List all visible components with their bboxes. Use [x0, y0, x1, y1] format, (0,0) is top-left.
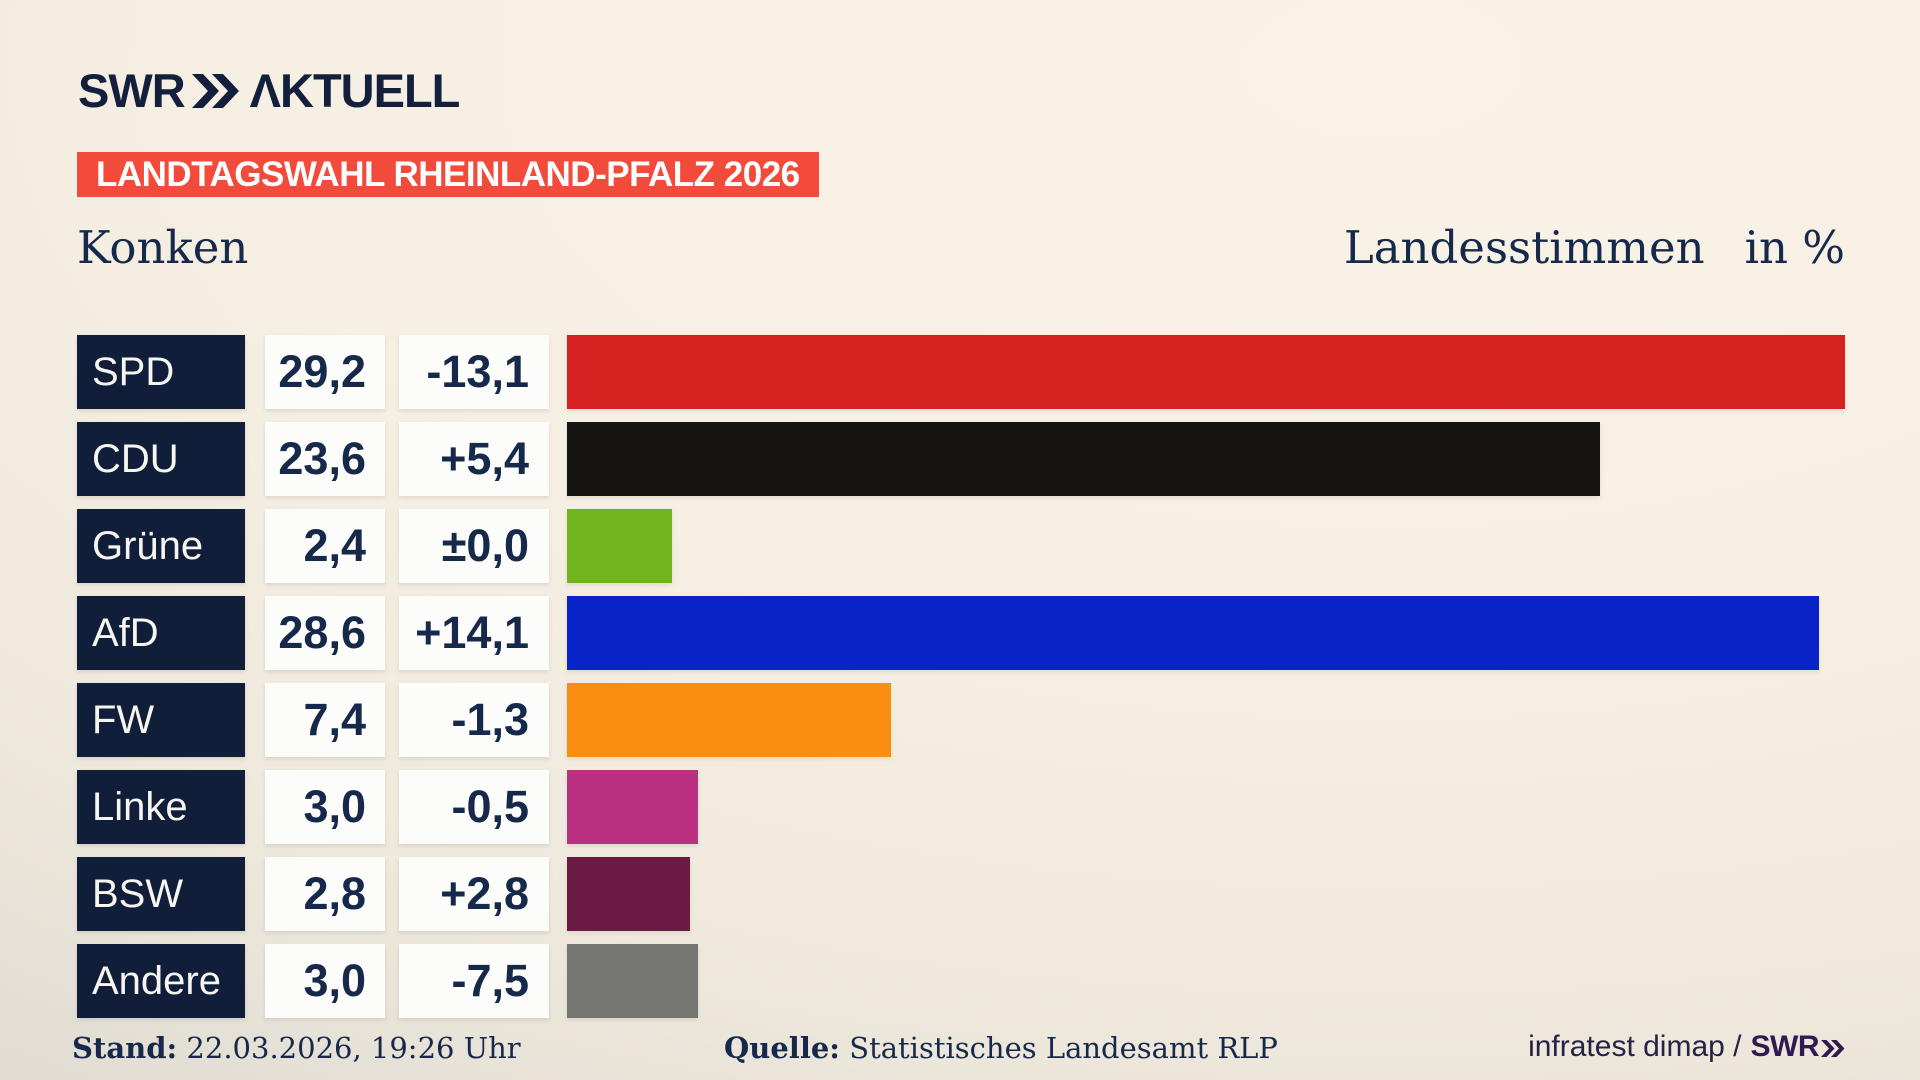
- party-name-box: BSW: [77, 857, 245, 931]
- result-row: Andere 3,0 -7,5: [77, 944, 1845, 1018]
- party-change-box: +5,4: [399, 422, 549, 496]
- party-change-box: +2,8: [399, 857, 549, 931]
- party-value-box: 3,0: [265, 944, 385, 1018]
- party-change-box: -0,5: [399, 770, 549, 844]
- bar-track: [567, 683, 1845, 757]
- party-name-box: CDU: [77, 422, 245, 496]
- party-result-bar: [567, 683, 891, 757]
- party-value-box: 2,4: [265, 509, 385, 583]
- result-row: Grüne 2,4 ±0,0: [77, 509, 1845, 583]
- logo-aktuell-text: ΛKTUELL: [249, 63, 461, 117]
- bar-track: [567, 335, 1845, 409]
- credit-double-chevron-icon: [1821, 1039, 1845, 1057]
- results-bar-chart: SPD 29,2 -13,1 CDU 23,6 +5,4 Grüne 2,4 ±0,0 AfD 28…: [77, 335, 1845, 1031]
- party-change-box: ±0,0: [399, 509, 549, 583]
- party-value-box: 23,6: [265, 422, 385, 496]
- party-change-box: -1,3: [399, 683, 549, 757]
- bar-track: [567, 857, 1845, 931]
- timestamp: Stand: 22.03.2026, 19:26 Uhr: [72, 1031, 521, 1065]
- party-change-box: -7,5: [399, 944, 549, 1018]
- result-row: FW 7,4 -1,3: [77, 683, 1845, 757]
- source: Quelle: Statistisches Landesamt RLP: [724, 1031, 1278, 1065]
- result-row: BSW 2,8 +2,8: [77, 857, 1845, 931]
- party-result-bar: [567, 857, 690, 931]
- result-row: CDU 23,6 +5,4: [77, 422, 1845, 496]
- source-label: Quelle:: [724, 1031, 840, 1065]
- swr-aktuell-logo: SWR ΛKTUELL: [78, 63, 461, 117]
- credit: infratest dimap / SWR: [1528, 1029, 1845, 1065]
- bar-track: [567, 509, 1845, 583]
- party-name-box: AfD: [77, 596, 245, 670]
- unit-label: in %: [1744, 221, 1845, 274]
- result-row: AfD 28,6 +14,1: [77, 596, 1845, 670]
- party-value-box: 29,2: [265, 335, 385, 409]
- municipality-title: Konken: [77, 221, 249, 274]
- bar-track: [567, 944, 1845, 1018]
- credit-swr-logo: SWR: [1751, 1029, 1846, 1065]
- credit-swr-text: SWR: [1750, 1030, 1820, 1063]
- party-result-bar: [567, 944, 699, 1018]
- result-row: SPD 29,2 -13,1: [77, 335, 1845, 409]
- party-value-box: 3,0: [265, 770, 385, 844]
- headline-row: Konken Landesstimmen in %: [77, 222, 1845, 274]
- credit-text: infratest dimap /: [1528, 1030, 1742, 1063]
- party-value-box: 7,4: [265, 683, 385, 757]
- party-result-bar: [567, 596, 1819, 670]
- timestamp-value: 22.03.2026, 19:26 Uhr: [186, 1031, 521, 1065]
- party-name-box: Grüne: [77, 509, 245, 583]
- party-change-box: -13,1: [399, 335, 549, 409]
- party-change-box: +14,1: [399, 596, 549, 670]
- bar-track: [567, 422, 1845, 496]
- bar-track: [567, 596, 1845, 670]
- party-name-box: Linke: [77, 770, 245, 844]
- party-result-bar: [567, 335, 1845, 409]
- party-value-box: 2,8: [265, 857, 385, 931]
- logo-swr-text: SWR: [78, 63, 186, 117]
- party-result-bar: [567, 770, 699, 844]
- logo-double-chevron-icon: [191, 74, 239, 108]
- election-banner: LANDTAGSWAHL RHEINLAND-PFALZ 2026: [77, 152, 819, 197]
- party-name-box: Andere: [77, 944, 245, 1018]
- result-row: Linke 3,0 -0,5: [77, 770, 1845, 844]
- party-result-bar: [567, 509, 673, 583]
- party-value-box: 28,6: [265, 596, 385, 670]
- vote-type-title: Landesstimmen in %: [1344, 222, 1845, 274]
- source-value: Statistisches Landesamt RLP: [849, 1031, 1278, 1065]
- party-name-box: FW: [77, 683, 245, 757]
- party-name-box: SPD: [77, 335, 245, 409]
- party-result-bar: [567, 422, 1600, 496]
- timestamp-label: Stand:: [72, 1031, 178, 1065]
- bar-track: [567, 770, 1845, 844]
- vote-type-label: Landesstimmen: [1343, 221, 1705, 274]
